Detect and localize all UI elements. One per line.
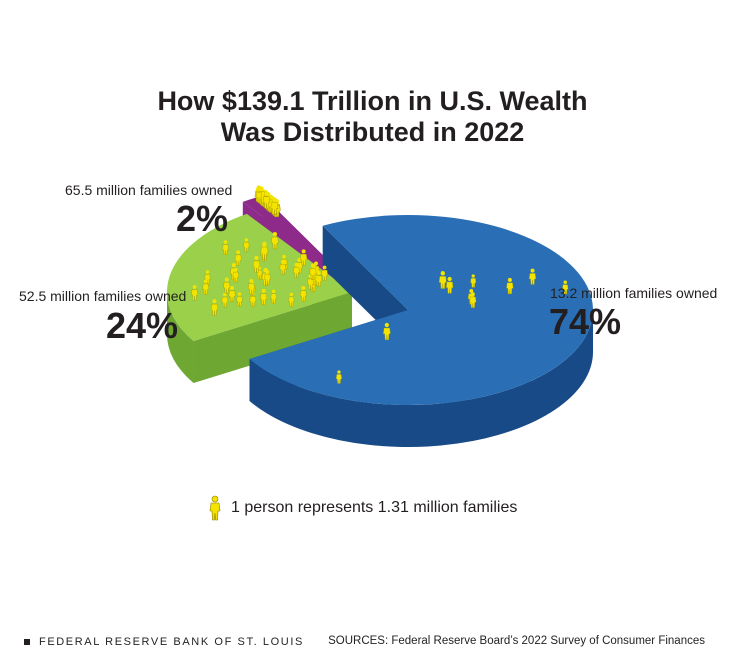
person-icon	[260, 241, 269, 260]
publisher-name: FEDERAL RESERVE BANK OF ST. LOUIS	[39, 636, 304, 648]
slice-label-top-2pct: 65.5 million families owned	[65, 182, 233, 198]
publisher-credit: FEDERAL RESERVE BANK OF ST. LOUIS	[24, 636, 304, 648]
person-icon	[222, 240, 229, 255]
person-icon	[336, 370, 342, 384]
person-icon	[236, 292, 243, 307]
person-icon	[438, 271, 447, 289]
person-icon	[270, 289, 277, 304]
slice-pct-24: 24%	[106, 305, 179, 346]
sources-note: SOURCES: Federal Reserve Board’s 2022 Su…	[328, 635, 705, 647]
person-icon	[232, 267, 239, 283]
person-icon	[271, 231, 279, 250]
person-icon	[223, 277, 231, 294]
chart-title-line-2: Was Distributed in 2022	[220, 117, 525, 147]
person-icon	[210, 299, 219, 316]
pie-slice-74pct	[249, 214, 594, 448]
person-icon	[506, 277, 514, 295]
pie-slice-74pct-top	[249, 214, 594, 405]
chart-title: How $139.1 Trillion in U.S. Wealth Was D…	[0, 86, 745, 148]
person-icon	[446, 276, 454, 294]
slice-pct-74: 74%	[549, 301, 622, 342]
slice-label-74pct: 13.2 million families owned	[550, 285, 718, 301]
slice-pct-2: 2%	[176, 198, 229, 239]
pie-slice-74pct-rim	[249, 310, 594, 448]
person-icon	[300, 249, 308, 266]
person-icon	[262, 191, 271, 209]
person-icon	[470, 274, 477, 288]
person-icon	[315, 270, 323, 287]
person-icon	[191, 285, 198, 301]
person-icon	[221, 292, 229, 308]
person-icon	[309, 263, 317, 280]
person-icon	[228, 286, 236, 303]
person-icon	[288, 292, 295, 307]
pie-slice-24pct-cut-face	[193, 292, 352, 384]
person-icon	[383, 322, 391, 341]
person-icon	[202, 279, 210, 295]
chart-title-line-1: How $139.1 Trillion in U.S. Wealth	[157, 86, 588, 116]
person-icon	[234, 250, 242, 266]
person-icon	[247, 278, 255, 295]
legend: 1 person represents 1.31 million familie…	[209, 495, 517, 521]
pie-slice-24pct-rim	[167, 292, 194, 384]
legend-text: 1 person represents 1.31 million familie…	[231, 499, 518, 516]
person-icon	[529, 268, 537, 285]
person-icon	[252, 255, 261, 274]
person-icon	[209, 495, 221, 521]
person-icon	[321, 265, 328, 281]
person-icon	[299, 286, 307, 302]
person-icon	[279, 259, 286, 275]
person-icon	[264, 270, 271, 285]
person-icon	[562, 280, 569, 295]
person-icon	[255, 187, 263, 203]
person-icon	[260, 288, 268, 306]
person-icon	[270, 197, 279, 215]
bullet-square-icon	[24, 639, 30, 645]
pie-slice-2pct-top	[242, 195, 348, 280]
person-icon	[293, 262, 300, 278]
slice-label-24pct: 52.5 million families owned	[19, 288, 187, 304]
person-icon	[243, 238, 250, 253]
person-icon	[469, 292, 477, 308]
